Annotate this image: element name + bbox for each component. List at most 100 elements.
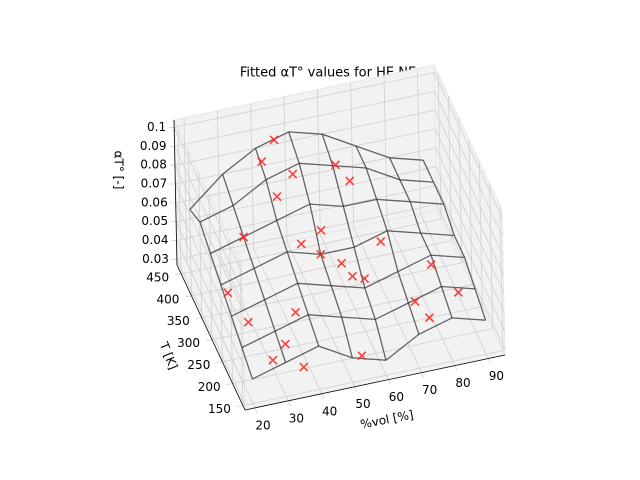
y-tick-label: 300 <box>177 336 200 350</box>
x-tick-label: 80 <box>455 376 470 390</box>
grid-line <box>242 350 504 406</box>
grid-line <box>176 185 437 241</box>
z-tick-label: 0.03 <box>142 252 169 266</box>
grid-line <box>176 203 437 260</box>
scatter-point <box>288 169 298 179</box>
grid-line <box>286 241 356 387</box>
y-tick <box>185 295 192 298</box>
x-tick-label: 30 <box>289 411 304 425</box>
grid-line <box>434 128 504 275</box>
z-tick-label: 0.1 <box>147 120 166 134</box>
x-tick-label: 40 <box>322 404 337 418</box>
scatter-point <box>299 362 309 372</box>
scatter-point <box>424 313 434 323</box>
surface-row <box>241 285 476 349</box>
scatter-point <box>280 339 290 349</box>
grid-line <box>434 91 503 237</box>
y-tick-label: 200 <box>198 380 221 394</box>
grid-line <box>175 202 245 349</box>
grid-line <box>319 234 389 380</box>
grid-line <box>174 109 436 166</box>
scatter-point <box>376 237 386 247</box>
surface-row <box>252 317 486 380</box>
grid-line <box>174 90 435 147</box>
grid-line <box>174 146 243 292</box>
scatter-point <box>345 176 355 186</box>
scatter-point <box>347 271 358 281</box>
scatter-point <box>357 351 367 361</box>
surface-row <box>199 162 434 223</box>
grid-line <box>191 240 452 297</box>
scatter-point <box>223 288 233 298</box>
grid-line <box>181 218 442 275</box>
surface-row <box>189 131 424 210</box>
z-tick-label: 0.09 <box>140 139 167 153</box>
z-tick-label: 0.04 <box>142 233 169 247</box>
y-tick-label: 350 <box>167 314 190 328</box>
y-tick <box>226 383 233 386</box>
grid-line <box>419 213 489 359</box>
y-tick-label: 450 <box>146 270 169 284</box>
grid-line <box>173 127 243 273</box>
surface-column <box>189 209 254 380</box>
x-tick <box>321 393 325 399</box>
axis-line <box>244 354 506 411</box>
surface-column <box>321 133 387 361</box>
scatter-point <box>243 317 253 327</box>
surface-column <box>254 148 320 347</box>
x-tick <box>354 386 358 392</box>
scatter-point <box>330 160 340 170</box>
y-tick-label: 150 <box>208 402 231 416</box>
z-tick-label: 0.06 <box>141 195 168 209</box>
x-tick <box>454 365 458 371</box>
grid-line <box>253 248 323 394</box>
scatter-point <box>453 287 463 297</box>
grid-line <box>175 147 436 204</box>
scatter-point <box>290 307 301 317</box>
y-tick <box>205 339 213 342</box>
scatter-point <box>269 135 279 145</box>
surface-row <box>220 230 455 286</box>
surface-column <box>422 159 487 321</box>
z-tick-label: 0.05 <box>141 214 168 228</box>
x-tick-label: 90 <box>489 369 504 383</box>
scatter-point <box>426 259 436 270</box>
grid-line <box>174 165 244 311</box>
z-tick-label: 0.07 <box>141 177 168 191</box>
grid-line <box>222 306 483 363</box>
surface-column <box>389 157 453 319</box>
grid-line <box>386 220 456 366</box>
y-tick-label: 400 <box>157 292 180 306</box>
scatter-point <box>272 191 282 202</box>
y-tick <box>236 405 244 408</box>
scatter-point <box>257 156 267 167</box>
scatter-point <box>268 355 278 365</box>
surface-row <box>210 198 444 255</box>
surface-column <box>355 145 420 335</box>
y-tick <box>175 273 182 276</box>
x-tick-label: 70 <box>422 383 437 397</box>
grid-line <box>175 128 436 185</box>
x-tick <box>421 372 425 378</box>
x-tick <box>487 358 491 364</box>
grid-line <box>174 72 435 128</box>
x-tick-label: 20 <box>255 418 270 432</box>
scatter-point <box>316 225 326 235</box>
grid-line <box>353 227 423 373</box>
grid-line <box>174 183 244 330</box>
surface-column <box>221 173 287 363</box>
z-tick-label: 0.08 <box>140 158 167 172</box>
grid-line <box>435 166 505 312</box>
y-tick <box>195 317 202 320</box>
x-tick <box>254 407 258 414</box>
x-tick <box>387 379 391 385</box>
grid-line <box>436 185 505 331</box>
y-tick-label: 250 <box>187 358 210 372</box>
grid-line <box>176 259 246 405</box>
grid-line <box>201 262 462 319</box>
scatter-point <box>360 274 370 284</box>
scatter-point <box>337 258 347 268</box>
grid-line <box>176 240 245 386</box>
axis-line <box>173 119 178 266</box>
